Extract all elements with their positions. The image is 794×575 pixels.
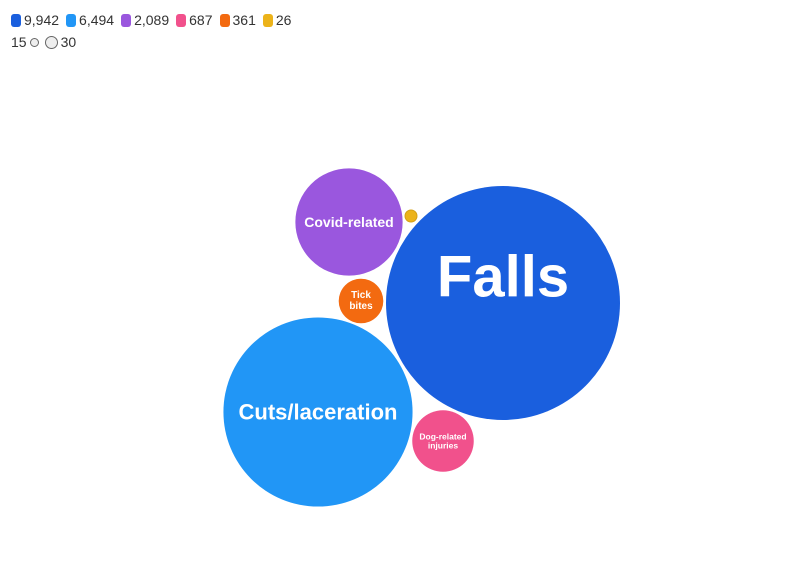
bubble-dog[interactable]: Dog-related injuries xyxy=(412,410,474,472)
bubble-falls[interactable]: Falls xyxy=(386,186,620,420)
bubble-dog-circle[interactable] xyxy=(412,410,474,472)
legend-swatch-dog xyxy=(176,14,187,27)
bubble-falls-label: Falls xyxy=(437,245,569,310)
bubble-other-circle[interactable] xyxy=(404,209,418,223)
legend-swatch-covid xyxy=(121,14,132,27)
legend-swatch-tick xyxy=(219,14,230,27)
bubble-tick[interactable]: Tick bites xyxy=(338,278,384,324)
legend-item-falls[interactable]: 9,942 xyxy=(11,12,59,29)
legend-value-falls: 9,942 xyxy=(24,12,60,28)
bubble-falls-circle[interactable] xyxy=(386,186,620,420)
legend-item-covid[interactable]: 2,089 xyxy=(121,12,169,29)
legend-value-tick: 361 xyxy=(232,12,256,28)
bubble-covid-label: Covid-related xyxy=(304,214,393,230)
bubble-cuts[interactable]: Cuts/laceration xyxy=(223,317,413,507)
bubble-other[interactable] xyxy=(404,209,418,223)
legend-item-other[interactable]: 26 xyxy=(262,12,292,29)
bubble-tick-circle[interactable] xyxy=(338,278,384,324)
color-legend: 9,942 6,494 2,089 687 361 26 xyxy=(11,12,298,29)
legend-item-dog[interactable]: 687 xyxy=(176,12,213,29)
bubble-tick-label: Tick bites xyxy=(349,290,373,312)
bubble-cuts-circle[interactable] xyxy=(223,317,413,507)
legend-item-cuts[interactable]: 6,494 xyxy=(66,12,114,29)
size-legend-large-label: 30 xyxy=(60,34,77,50)
legend-swatch-other xyxy=(262,14,273,27)
legend-value-other: 26 xyxy=(275,12,292,28)
legend: 9,942 6,494 2,089 687 361 26 15 30 xyxy=(11,12,298,56)
size-legend-small-circle xyxy=(29,38,39,47)
legend-value-dog: 687 xyxy=(189,12,213,28)
legend-swatch-falls xyxy=(11,14,21,27)
legend-swatch-cuts xyxy=(66,14,77,27)
size-legend: 15 30 xyxy=(11,34,298,51)
legend-value-cuts: 6,494 xyxy=(79,12,115,28)
legend-item-tick[interactable]: 361 xyxy=(219,12,256,29)
size-legend-large-circle xyxy=(44,36,58,49)
legend-value-covid: 2,089 xyxy=(134,12,170,28)
bubble-covid-circle[interactable] xyxy=(295,168,403,276)
size-legend-small-label: 15 xyxy=(11,34,27,50)
bubble-covid[interactable]: Covid-related xyxy=(295,168,403,276)
bubble-dog-label: Dog-related injuries xyxy=(419,431,466,450)
bubble-cuts-label: Cuts/laceration xyxy=(239,400,398,425)
